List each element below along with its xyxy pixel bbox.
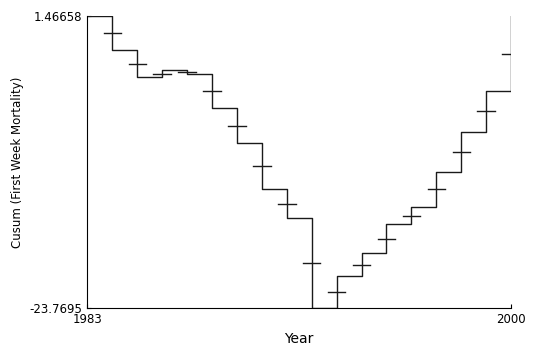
Y-axis label: Cusum (First Week Mortality): Cusum (First Week Mortality) [11, 77, 24, 248]
X-axis label: Year: Year [285, 332, 314, 346]
